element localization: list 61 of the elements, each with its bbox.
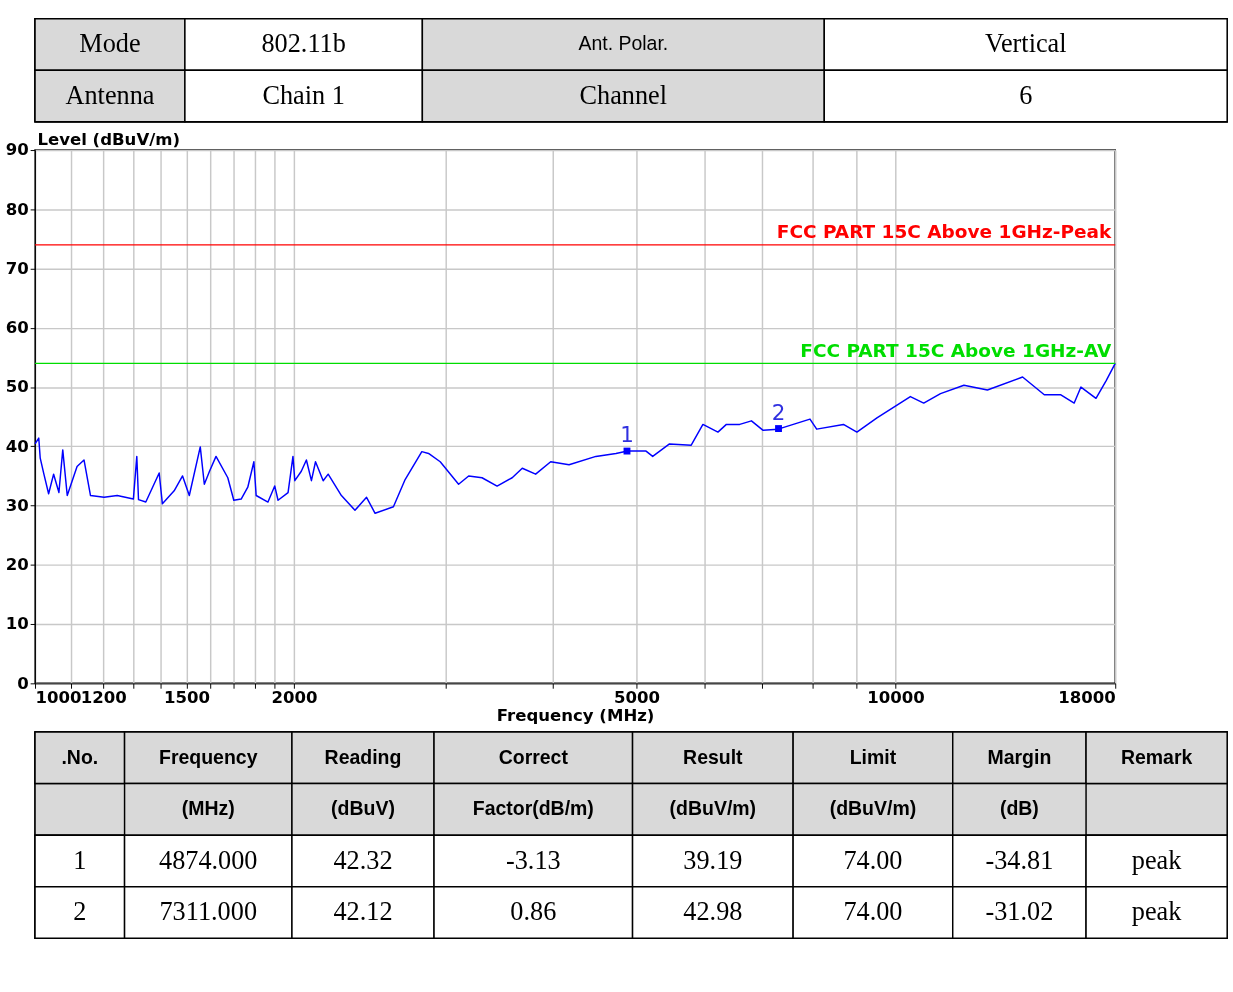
text: Mode: [79, 29, 141, 59]
text: 39.19: [683, 845, 743, 875]
text: Antenna: [65, 80, 155, 110]
text: (dBuV/m): [829, 797, 917, 820]
y-axis-title: Level (dBuV/m): [37, 129, 180, 149]
text: Chain 1: [262, 80, 345, 110]
x-tick-label: 18000: [1058, 688, 1116, 708]
x-tick-label: 10000: [867, 688, 925, 708]
text: (MHz): [181, 797, 235, 820]
text: Correct: [498, 745, 569, 768]
x-axis-title: Frequency (MHz): [496, 705, 655, 725]
text: 42.98: [683, 897, 743, 927]
text: 2: [73, 897, 87, 927]
text: 0.86: [510, 897, 557, 927]
y-tick-label: 30: [5, 495, 29, 515]
text: 6: [1019, 80, 1033, 110]
text: -34.81: [985, 845, 1054, 875]
x-tick-label: 2000: [271, 688, 318, 708]
ref-line-label: FCC PART 15C Above 1GHz-AV: [800, 339, 1113, 361]
text: Vertical: [984, 29, 1067, 59]
x-tick-label: 1200: [80, 688, 127, 708]
annotation: 1: [620, 422, 634, 448]
ref-line-label: FCC PART 15C Above 1GHz-Peak: [776, 221, 1113, 243]
text: 74.00: [843, 845, 903, 875]
text: 42.12: [333, 897, 393, 927]
text: Margin: [987, 745, 1052, 768]
text: Factor(dB/m): [472, 797, 594, 820]
x-tick-label: 1000: [35, 688, 82, 708]
y-tick-label: 20: [5, 555, 29, 575]
text: Limit: [849, 745, 897, 768]
text: Ant. Polar.: [578, 32, 669, 55]
y-tick-label: 80: [5, 199, 29, 219]
y-tick-label: 60: [5, 318, 29, 338]
y-tick-label: 90: [5, 140, 29, 160]
text: (dB): [999, 797, 1039, 820]
text: (dBuV): [331, 797, 395, 820]
text: 802.11b: [261, 29, 346, 59]
text: 1: [73, 845, 87, 875]
text: peak: [1131, 845, 1183, 875]
annotation: 2: [771, 399, 786, 425]
x-tick-label: 5000: [614, 688, 661, 708]
text: Frequency: [159, 745, 258, 768]
text: Reading: [324, 745, 402, 768]
text: .No.: [61, 745, 99, 768]
text: (dBuV/m): [669, 797, 757, 820]
text: 7311.000: [159, 897, 258, 927]
x-tick-label: 1500: [164, 688, 211, 708]
text: peak: [1131, 897, 1183, 927]
text: -3.13: [505, 845, 561, 875]
y-tick-label: 40: [5, 436, 29, 456]
y-tick-label: 0: [17, 673, 29, 693]
text: -31.02: [985, 897, 1054, 927]
text: 4874.000: [159, 845, 258, 875]
y-tick-label: 10: [5, 614, 29, 634]
text: 74.00: [843, 897, 903, 927]
y-tick-label: 70: [5, 258, 29, 278]
text: Result: [683, 745, 744, 768]
y-tick-label: 50: [5, 377, 29, 397]
text: Channel: [579, 80, 668, 110]
text: 42.32: [333, 845, 393, 875]
text: Remark: [1120, 745, 1193, 768]
